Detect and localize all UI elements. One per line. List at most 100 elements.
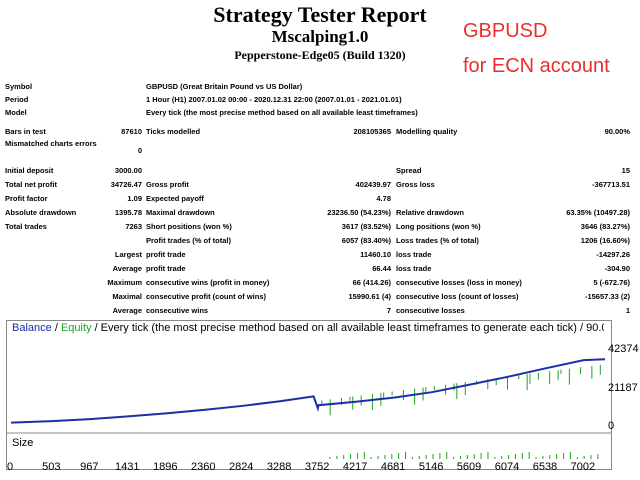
x-tick-label: 6074 [494, 461, 520, 473]
netprofit-label: Total net profit [5, 180, 57, 189]
largest-pt-label: profit trade [146, 250, 186, 259]
bars-value: 87610 [121, 127, 142, 136]
average-label: Average [112, 264, 142, 273]
symbol-label: Symbol [5, 82, 33, 91]
maximal-row: Maximal consecutive profit (count of win… [0, 290, 640, 303]
netprofit-value: 34726.47 [110, 180, 142, 189]
deposit-value: 3000.00 [114, 166, 142, 175]
deposit-row: Initial deposit 3000.00 Spread 15 [0, 164, 640, 177]
period-row: Period 1 Hour (H1) 2007.01.02 00:00 - 20… [0, 93, 640, 106]
avg-cl-value: 1 [625, 306, 630, 315]
x-tick-label: 1431 [115, 461, 140, 473]
period-label: Period [5, 95, 29, 104]
ticks-label: Ticks modelled [146, 127, 201, 136]
size-panel-label: Size [12, 437, 34, 449]
x-tick-label: 3288 [266, 461, 292, 473]
overlay-symbol: GBPUSD [463, 20, 548, 42]
grossprofit-value: 402439.97 [355, 180, 391, 189]
mx-cl-label: consecutive loss (count of losses) [396, 292, 519, 301]
average-lt-value: -304.90 [604, 264, 630, 273]
model-value: Every tick (the most precise method base… [146, 108, 418, 117]
drawdown-row: Absolute drawdown 1395.78 Maximal drawdo… [0, 206, 640, 219]
average-pt-value: 66.44 [372, 264, 391, 273]
largest-lt-value: -14297.26 [596, 250, 630, 259]
pt-value: 6057 (83.40%) [341, 236, 391, 245]
maximal-label: Maximal [112, 292, 142, 301]
largest-label: Largest [114, 250, 142, 259]
trades-label: Total trades [5, 222, 47, 231]
period-value: 1 Hour (H1) 2007.01.02 00:00 - 2020.12.3… [146, 95, 402, 104]
max-cw-value: 66 (414.26) [352, 278, 391, 287]
y-tick-label: 42374 [608, 343, 639, 356]
short-label: Short positions (won %) [146, 222, 232, 231]
deposit-label: Initial deposit [5, 166, 54, 175]
x-tick-label: 5146 [418, 461, 444, 473]
legend-description: / Every tick (the most precise method ba… [91, 322, 604, 334]
average-row: Average profit trade 66.44 loss trade -3… [0, 262, 640, 275]
long-value: 3646 (83.27%) [580, 222, 630, 231]
trades-value: 7263 [125, 222, 142, 231]
largest-pt-value: 11460.10 [360, 250, 391, 259]
symbol-value: GBPUSD (Great Britain Pound vs US Dollar… [146, 82, 303, 91]
report-title: Strategy Tester Report [213, 2, 427, 27]
avg-cw-label: consecutive wins [146, 306, 209, 315]
overlay-account: for ECN account [463, 55, 610, 77]
lt-value: 1206 (16.60%) [580, 236, 630, 245]
pf-value: 1.09 [127, 194, 142, 203]
x-tick-label: 6538 [532, 461, 558, 473]
reldd-label: Relative drawdown [396, 208, 464, 217]
y-tick-label: 21187 [608, 381, 638, 394]
ep-label: Expected payoff [146, 194, 204, 203]
grossloss-value: -367713.51 [592, 180, 630, 189]
long-label: Long positions (won %) [396, 222, 481, 231]
average-pt-label: profit trade [146, 264, 186, 273]
average-lt-label: loss trade [396, 264, 432, 273]
mx-cl-value: -15657.33 (2) [584, 292, 630, 301]
y-tick-label: 0 [608, 420, 615, 432]
maximum-row: Maximum consecutive wins (profit in mone… [0, 276, 640, 289]
lt-label: Loss trades (% of total) [396, 236, 479, 245]
maximum-label: Maximum [107, 278, 142, 287]
avg-cw-value: 7 [386, 306, 391, 315]
expert-name: Mscalping1.0 [271, 27, 369, 46]
mx-cp-label: consecutive profit (count of wins) [146, 292, 267, 301]
mismatch-row: Mismatched charts errors 0 [0, 139, 640, 161]
legend-balance: Balance [12, 322, 52, 334]
x-tick-label: 503 [42, 461, 61, 473]
x-tick-label: 967 [80, 461, 99, 473]
largest-row: Largest profit trade 11460.10 loss trade… [0, 248, 640, 261]
avgc-label: Average [112, 306, 142, 315]
bars-row: Bars in test 87610 Ticks modelled 208105… [0, 125, 640, 138]
balance-chart [6, 320, 612, 470]
x-tick-label: 5609 [456, 461, 482, 473]
x-tick-label: 4217 [342, 461, 368, 473]
pf-label: Profit factor [5, 194, 48, 203]
mismatch-value: 0 [137, 146, 142, 155]
avg-cl-label: consecutive losses [396, 306, 465, 315]
profit-trades-row: Profit trades (% of total) 6057 (83.40%)… [0, 234, 640, 247]
max-cw-label: consecutive wins (profit in money) [146, 278, 270, 287]
maxdd-label: Maximal drawdown [146, 208, 215, 217]
grossprofit-label: Gross profit [146, 180, 189, 189]
mismatch-label: Mismatched charts errors [5, 139, 97, 148]
x-axis: 0 503 967 1431 1896 2360 2824 3288 3752 4217 4681 5… [0, 460, 640, 480]
x-tick-label: 2824 [228, 461, 254, 473]
chart-legend: Balance / Equity / Every tick (the most … [12, 322, 604, 334]
legend-separator: / [51, 322, 61, 334]
netprofit-row: Total net profit 34726.47 Gross profit 4… [0, 178, 640, 191]
server-name: Pepperstone-Edge05 (Build 1320) [234, 48, 406, 62]
pt-label: Profit trades (% of total) [146, 236, 232, 245]
spread-value: 15 [621, 166, 630, 175]
balance-series-line [10, 358, 606, 424]
x-tick-label: 4681 [380, 461, 406, 473]
absdd-label: Absolute drawdown [5, 208, 77, 217]
ep-value: 4.78 [376, 194, 391, 203]
legend-equity: Equity [60, 322, 92, 334]
balance-chart-svg [7, 358, 611, 459]
quality-label: Modelling quality [396, 127, 458, 136]
short-value: 3617 (83.52%) [341, 222, 391, 231]
x-tick-label: 2360 [191, 461, 216, 473]
largest-lt-label: loss trade [396, 250, 432, 259]
quality-value: 90.00% [604, 127, 630, 136]
avg-consecutive-row: Average consecutive wins 7 consecutive l… [0, 304, 640, 317]
